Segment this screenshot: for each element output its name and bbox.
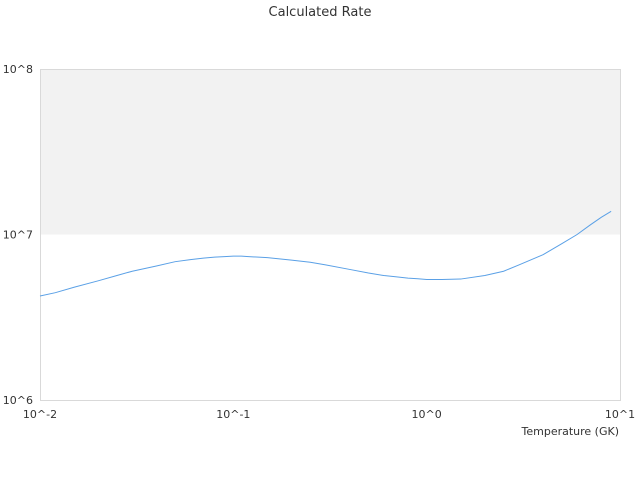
x-axis-label: Temperature (GK)	[521, 425, 620, 438]
x-tick-label: 10^-2	[23, 408, 57, 421]
y-tick-label: 10^8	[3, 63, 33, 76]
plot-area-border	[40, 69, 621, 401]
series-line	[39, 210, 612, 297]
x-axis-ticks: 10^-2 10^-1 10^0 10^1	[23, 408, 635, 421]
y-axis-ticks: 10^6 10^7 10^8	[3, 63, 33, 407]
y-tick-label: 10^7	[3, 229, 33, 242]
x-tick-label: 10^0	[412, 408, 442, 421]
x-tick-label: 10^-1	[216, 408, 250, 421]
y-tick-label: 10^6	[3, 394, 33, 407]
plot-band	[40, 69, 620, 235]
chart-title: Calculated Rate	[269, 5, 372, 20]
x-tick-label: 10^1	[605, 408, 635, 421]
